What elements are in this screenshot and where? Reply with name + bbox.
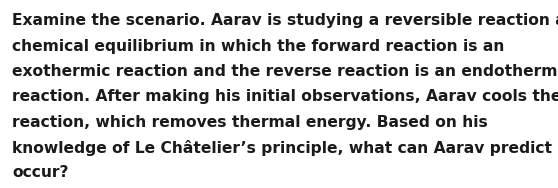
Text: occur?: occur? [12, 165, 69, 180]
Text: reaction. After making his initial observations, Aarav cools the: reaction. After making his initial obser… [12, 89, 558, 104]
Text: knowledge of Le Châtelier’s principle, what can Aarav predict will: knowledge of Le Châtelier’s principle, w… [12, 140, 558, 156]
Text: chemical equilibrium in which the forward reaction is an: chemical equilibrium in which the forwar… [12, 39, 504, 54]
Text: reaction, which removes thermal energy. Based on his: reaction, which removes thermal energy. … [12, 115, 488, 130]
Text: exothermic reaction and the reverse reaction is an endothermic: exothermic reaction and the reverse reac… [12, 64, 558, 79]
Text: Examine the scenario. Aarav is studying a reversible reaction at: Examine the scenario. Aarav is studying … [12, 13, 558, 28]
